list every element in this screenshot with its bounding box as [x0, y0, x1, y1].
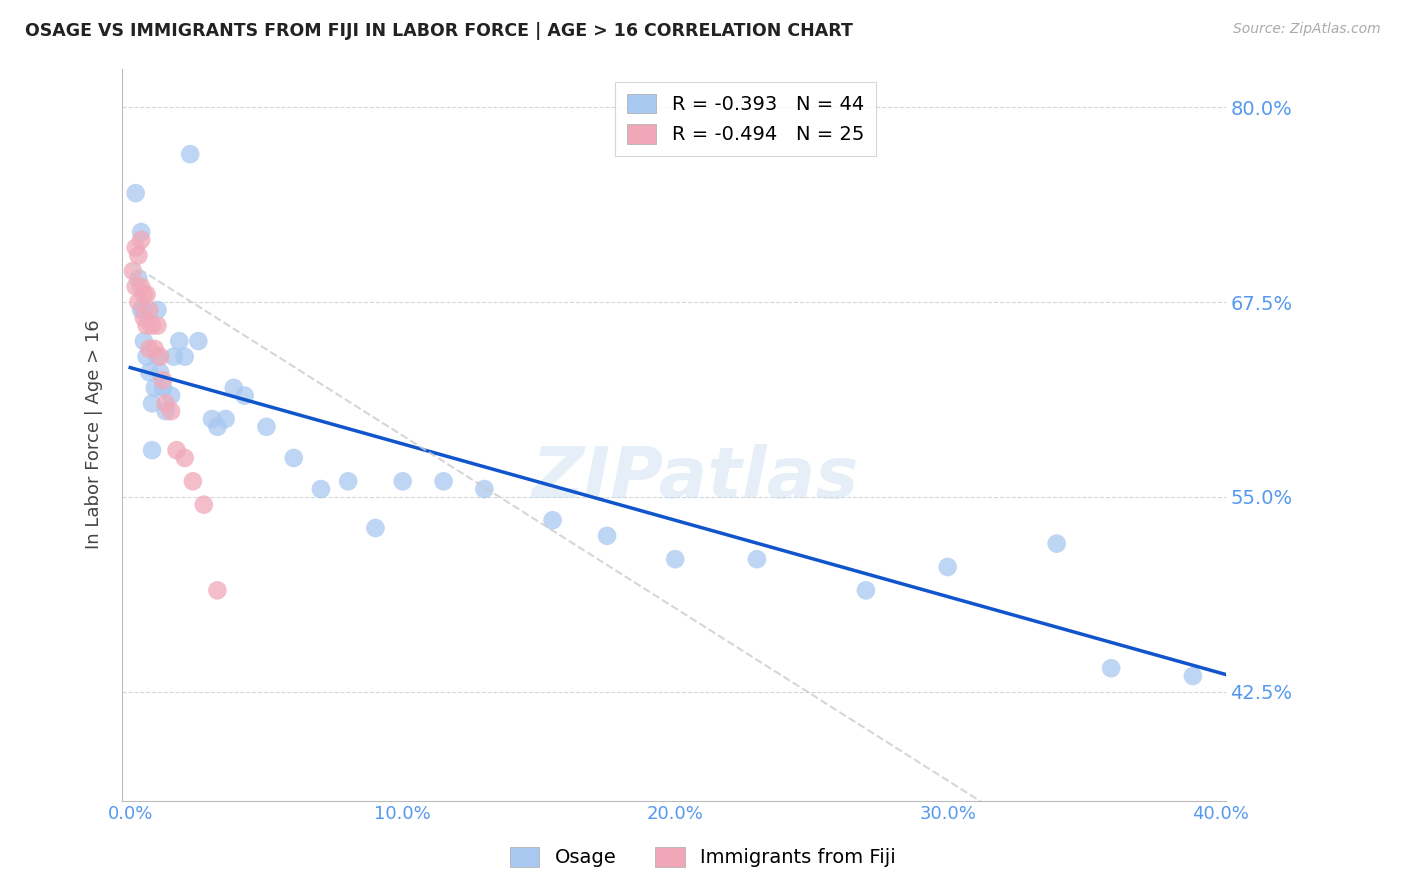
Point [129, 233, 152, 247]
Point [141, 443, 163, 458]
Point [179, 147, 201, 161]
Point [181, 475, 204, 489]
Point [138, 302, 160, 317]
Point [936, 560, 959, 574]
Point [132, 287, 155, 301]
Point [1099, 661, 1122, 675]
Point [132, 302, 155, 317]
Point [364, 521, 387, 535]
Point [138, 365, 160, 379]
Point [124, 241, 146, 255]
Text: Source: ZipAtlas.com: Source: ZipAtlas.com [1233, 22, 1381, 37]
Legend: Osage, Immigrants from Fiji: Osage, Immigrants from Fiji [502, 839, 904, 875]
Point [143, 381, 166, 395]
Point [152, 381, 174, 395]
Point [124, 186, 146, 201]
Point [1046, 536, 1069, 550]
Point [745, 552, 768, 566]
Point [166, 443, 188, 458]
Y-axis label: In Labor Force | Age > 16: In Labor Force | Age > 16 [86, 319, 103, 549]
Legend: R = -0.393   N = 44, R = -0.494   N = 25: R = -0.393 N = 44, R = -0.494 N = 25 [616, 82, 876, 156]
Point [141, 396, 163, 410]
Point [129, 279, 152, 293]
Point [127, 272, 149, 286]
Point [149, 365, 172, 379]
Point [201, 412, 224, 426]
Point [160, 389, 183, 403]
Point [214, 412, 236, 426]
Point [187, 334, 209, 348]
Point [596, 529, 619, 543]
Text: ZIPatlas: ZIPatlas [533, 444, 859, 513]
Point [124, 279, 146, 293]
Point [222, 381, 245, 395]
Point [233, 389, 256, 403]
Point [160, 404, 183, 418]
Point [127, 248, 149, 262]
Text: OSAGE VS IMMIGRANTS FROM FIJI IN LABOR FORCE | AGE > 16 CORRELATION CHART: OSAGE VS IMMIGRANTS FROM FIJI IN LABOR F… [25, 22, 853, 40]
Point [283, 450, 305, 465]
Point [173, 450, 195, 465]
Point [193, 498, 215, 512]
Point [149, 350, 172, 364]
Point [129, 302, 152, 317]
Point [135, 318, 157, 333]
Point [146, 302, 169, 317]
Point [474, 482, 496, 496]
Point [1181, 669, 1204, 683]
Point [155, 396, 177, 410]
Point [132, 334, 155, 348]
Point [664, 552, 686, 566]
Point [129, 225, 152, 239]
Point [432, 475, 454, 489]
Point [337, 475, 360, 489]
Point [135, 350, 157, 364]
Point [122, 264, 145, 278]
Point [855, 583, 877, 598]
Point [309, 482, 332, 496]
Point [138, 342, 160, 356]
Point [541, 513, 564, 527]
Point [132, 310, 155, 325]
Point [152, 373, 174, 387]
Point [143, 342, 166, 356]
Point [391, 475, 413, 489]
Point [173, 350, 195, 364]
Point [155, 404, 177, 418]
Point [169, 334, 191, 348]
Point [163, 350, 186, 364]
Point [146, 318, 169, 333]
Point [207, 419, 229, 434]
Point [127, 295, 149, 310]
Point [135, 287, 157, 301]
Point [141, 318, 163, 333]
Point [146, 350, 169, 364]
Point [256, 419, 278, 434]
Point [207, 583, 229, 598]
